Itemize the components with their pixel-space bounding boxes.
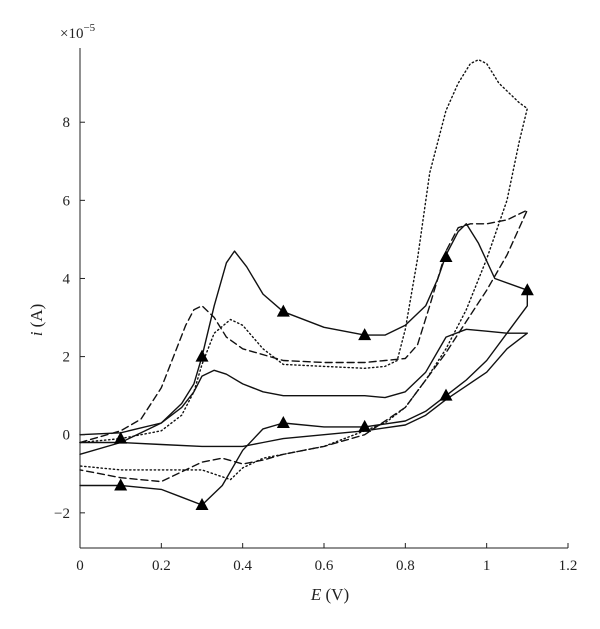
series-2-solid-line [79,328,528,448]
y-tick-label: 0 [63,428,71,444]
axes [79,48,568,549]
marker-layer [114,249,534,511]
y-tick-label: 8 [63,115,71,131]
triangle-marker [195,349,209,362]
triangle-marker [276,416,290,428]
x-tick-label: 0.8 [396,558,415,574]
triangle-marker [358,419,372,432]
y-axis-multiplier-base: ×10 [60,26,83,42]
x-tick-label: 1 [483,558,491,574]
x-tick-label: 0.6 [315,558,334,574]
series-layer [79,59,528,506]
triangle-marker [439,249,453,262]
triangle-marker [276,304,290,317]
x-tick-label: 1.2 [559,558,578,574]
x-tick-label: 0 [76,558,84,574]
y-tick-label: 2 [63,350,71,366]
tick-layer: 0 0.2 0.4 0.6 0.8 1 1.2 −2 0 2 4 6 8 [54,115,577,574]
x-tick-label: 0.2 [152,558,171,574]
triangle-marker [439,388,453,401]
series-1-solid-line [79,223,528,506]
y-tick-label: 4 [63,271,71,287]
y-axis-variable: i [27,331,46,336]
y-axis-multiplier: ×10−5 [60,22,96,42]
triangle-marker [114,478,128,491]
y-axis-multiplier-exponent: −5 [83,22,95,34]
y-tick-label: −2 [54,506,70,522]
triangle-marker [520,283,534,296]
y-axis-label: i (A) [27,304,46,337]
x-axis-label: E (V) [310,585,349,604]
triangle-marker [358,328,372,341]
y-axis-unit: (A) [27,304,46,332]
y-tick-label: 6 [63,193,71,209]
triangle-marker [114,431,128,444]
triangle-marker [195,498,209,511]
x-axis-variable: E [310,585,322,604]
x-axis-unit: (V) [321,585,349,604]
series-3-dashed-line [79,209,528,483]
series-4-dotted-line [79,59,528,481]
x-tick-label: 0.4 [233,558,252,574]
